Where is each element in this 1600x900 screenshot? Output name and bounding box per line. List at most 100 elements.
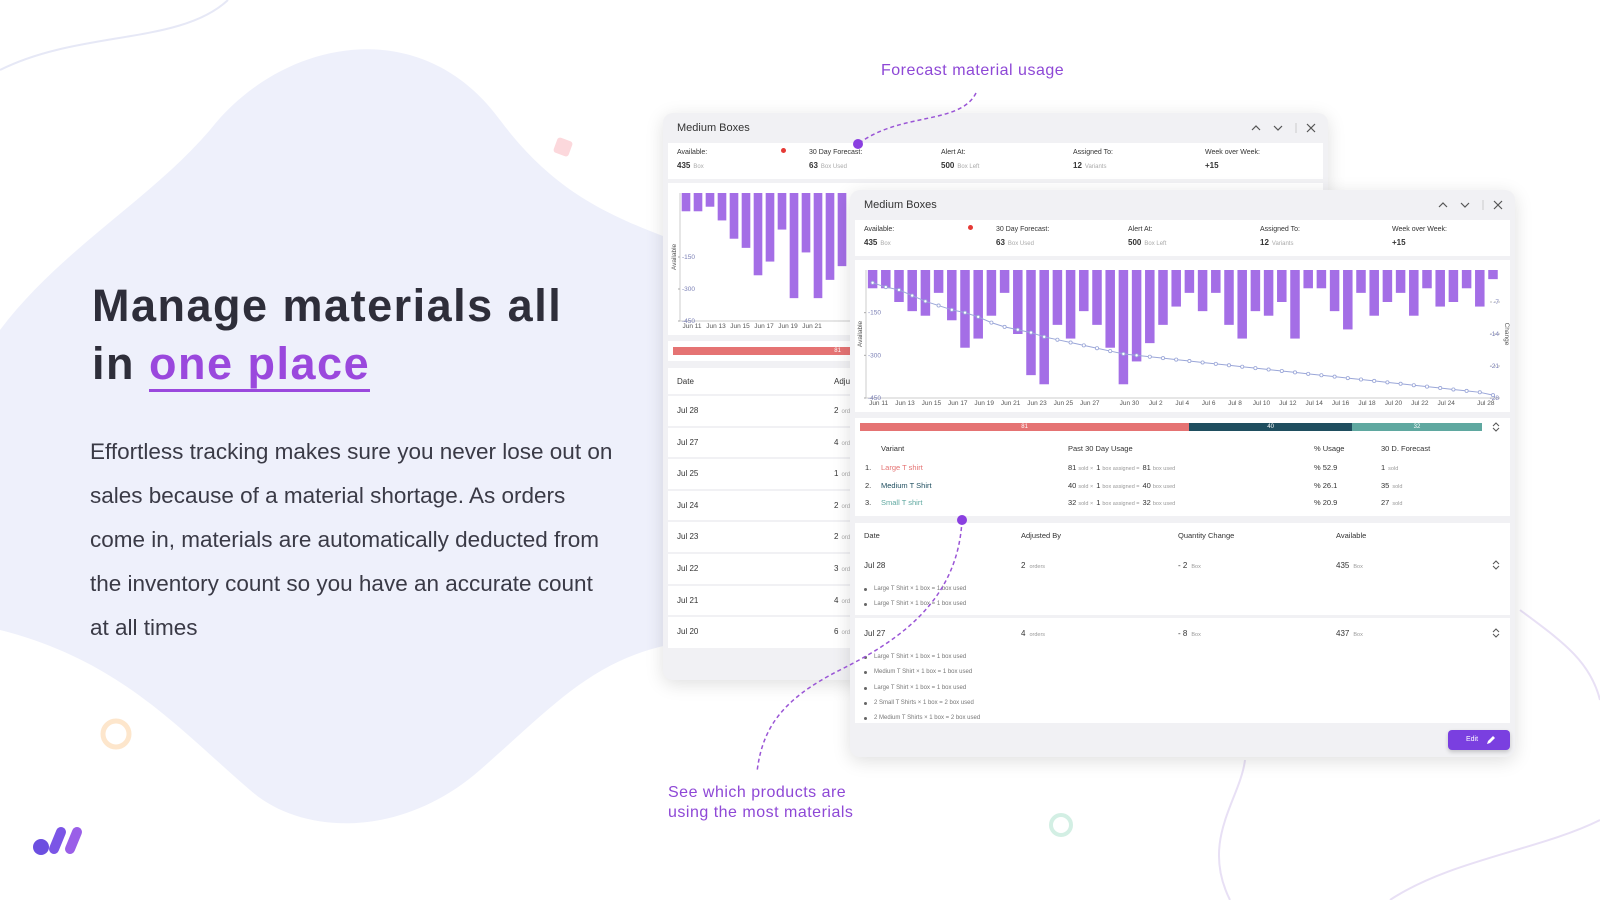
- usage-unit: box assigned =: [1102, 501, 1140, 507]
- stats-card: [855, 220, 1510, 256]
- bar: [947, 270, 957, 321]
- stat-label: Alert At:: [1128, 226, 1153, 233]
- item-bullet: [864, 686, 867, 690]
- close-button[interactable]: [1493, 200, 1503, 210]
- variant-name: Medium T Shirt: [881, 480, 932, 490]
- edit-button[interactable]: Edit: [1448, 730, 1510, 750]
- window-controls: [1438, 200, 1503, 210]
- y-axis-title: Available: [671, 243, 678, 270]
- stat-value: 63 Box Used: [809, 161, 847, 170]
- x-tick-label: Jun 15: [730, 323, 750, 330]
- logo-stroke: [49, 827, 66, 854]
- log-date: Jul 22: [677, 564, 699, 573]
- bar: [1475, 270, 1485, 307]
- inventory-panel-front: Medium Boxes Available: 435 Box 30 Day Forec…: [850, 190, 1515, 757]
- bar: [801, 193, 811, 253]
- x-tick-label: Jul 4: [1175, 400, 1189, 407]
- log-date: Jul 27: [677, 437, 699, 447]
- window-controls: [1251, 123, 1316, 133]
- bar: [1118, 270, 1129, 385]
- collapse-up[interactable]: [1438, 202, 1448, 208]
- adjusted-count: 2: [834, 532, 839, 542]
- x-tick-label: Jun 17: [754, 323, 774, 330]
- variant-forecast: 35 sold: [1381, 481, 1402, 490]
- stat-number: +15: [1205, 161, 1219, 170]
- alert-dot: [968, 225, 973, 230]
- bar: [813, 193, 823, 299]
- bar: [1079, 270, 1089, 312]
- collapse-up[interactable]: [1251, 125, 1261, 131]
- forecast-unit: sold: [1388, 466, 1399, 472]
- deco-ring: [100, 718, 132, 750]
- log-date: Jul 28: [677, 406, 699, 415]
- log-adjusted: 1orders: [834, 469, 858, 478]
- line-point: [1187, 359, 1192, 364]
- line-point: [949, 307, 954, 312]
- stat-number: 500: [1128, 238, 1142, 247]
- callout-forecast: Forecast material usage: [881, 62, 1065, 79]
- y2-tick-label: -7: [1493, 299, 1499, 306]
- x-tick-label: Jun 19: [778, 323, 798, 330]
- bar: [999, 270, 1010, 293]
- line-point: [1358, 377, 1363, 382]
- variant-forecast: 27 sold: [1381, 498, 1402, 507]
- line-point: [1306, 371, 1311, 376]
- adjusted-count: 3: [834, 564, 839, 573]
- bar: [1065, 270, 1076, 339]
- deco-ring: [1049, 813, 1073, 837]
- change-value: - 2: [1178, 561, 1188, 570]
- line-point: [1292, 370, 1297, 375]
- bar: [753, 193, 763, 276]
- close-button[interactable]: [1306, 123, 1316, 133]
- background-blob: [0, 49, 700, 824]
- bar: [1303, 270, 1313, 289]
- variant-percent: % 52.9: [1314, 463, 1338, 472]
- collapse-down[interactable]: [1273, 125, 1283, 131]
- log-header: Quantity Change: [1178, 531, 1235, 540]
- deco-line: [0, 0, 229, 71]
- stat-number: 12: [1260, 238, 1269, 247]
- log-header: Adjusted By: [1021, 531, 1062, 540]
- bar: [960, 270, 970, 348]
- adjusted-count: 2: [834, 406, 839, 415]
- chart: -150 -300 -450 -7 -14 -21 -28 Available Change Ju…: [855, 260, 1510, 412]
- x-tick-label: Jul 20: [1385, 400, 1403, 407]
- usage-label: 81: [1021, 424, 1028, 430]
- deco-line: [1519, 609, 1600, 701]
- usage-unit: box assigned =: [1102, 466, 1140, 472]
- variant-percent: % 26.1: [1314, 480, 1338, 490]
- log-date: Jul 20: [677, 627, 699, 637]
- x-tick-label: Jun 21: [802, 323, 822, 330]
- stat-unit: Box Left: [957, 164, 980, 170]
- x-tick-label: Jul 24: [1438, 400, 1456, 407]
- item-bullet: [864, 701, 867, 705]
- log-item: 2 Medium T Shirts × 1 box = 2 box used: [874, 715, 981, 722]
- line-point: [1094, 346, 1099, 351]
- bar: [777, 193, 787, 230]
- line-point: [989, 320, 994, 325]
- logo: [33, 827, 82, 855]
- bar: [881, 270, 891, 289]
- usage-unit: box assigned =: [1102, 483, 1140, 490]
- bar: [1211, 270, 1221, 293]
- change-unit: Box: [1191, 632, 1201, 638]
- bar: [1237, 270, 1247, 339]
- variant-number: 1.: [865, 463, 872, 472]
- available-value: 437: [1336, 629, 1350, 638]
- line-point: [1081, 343, 1086, 348]
- line-point: [1042, 334, 1047, 339]
- adjusted-count: 4: [834, 595, 839, 605]
- collapse-down[interactable]: [1460, 202, 1470, 208]
- stat-label: Week over Week:: [1205, 149, 1260, 156]
- adjusted-unit: orders: [841, 409, 858, 415]
- change-value: - 8: [1178, 629, 1188, 638]
- expand-toggle[interactable]: [1491, 627, 1501, 639]
- bar: [1343, 270, 1353, 330]
- y2-tick-label: -21: [1490, 363, 1500, 370]
- stat-value: +15: [1205, 161, 1219, 170]
- expand-toggle[interactable]: [1491, 421, 1501, 433]
- expand-toggle[interactable]: [1491, 559, 1501, 571]
- y-tick-label: -150: [868, 310, 881, 317]
- y-tick-label: -300: [682, 286, 695, 293]
